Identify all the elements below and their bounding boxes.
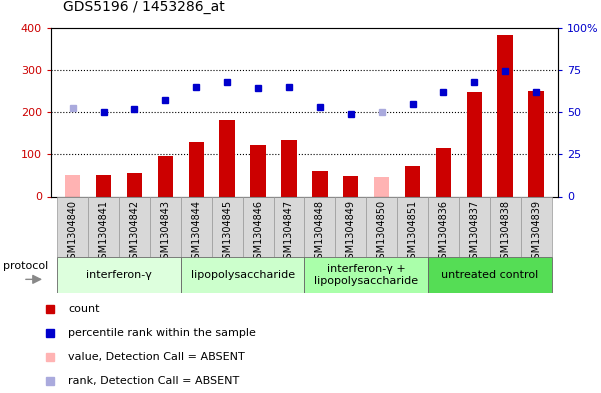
Bar (397, 196, 428, 257)
Bar (157, 156, 173, 196)
Text: GSM1304840: GSM1304840 (68, 200, 78, 264)
Bar (459, 196, 490, 257)
Text: rank, Detection Call = ABSENT: rank, Detection Call = ABSENT (69, 376, 240, 386)
Bar (436, 148, 451, 196)
Text: value, Detection Call = ABSENT: value, Detection Call = ABSENT (69, 352, 245, 362)
Bar (428, 196, 459, 257)
Bar (281, 140, 297, 196)
Bar (305, 257, 428, 293)
Text: lipopolysaccharide: lipopolysaccharide (191, 270, 294, 280)
Bar (374, 178, 389, 196)
Text: GSM1304851: GSM1304851 (407, 200, 418, 264)
Bar (343, 176, 358, 196)
Bar (189, 141, 204, 196)
Text: GSM1304841: GSM1304841 (99, 200, 109, 264)
Bar (212, 196, 243, 257)
Text: GDS5196 / 1453286_at: GDS5196 / 1453286_at (63, 0, 225, 14)
Text: GSM1304845: GSM1304845 (222, 200, 232, 264)
Bar (219, 121, 235, 196)
Bar (498, 35, 513, 197)
Text: GSM1304846: GSM1304846 (253, 200, 263, 264)
Bar (466, 92, 482, 196)
Bar (490, 196, 520, 257)
Bar (528, 91, 544, 196)
Text: GSM1304838: GSM1304838 (500, 200, 510, 264)
Text: GSM1304848: GSM1304848 (315, 200, 325, 264)
Bar (251, 145, 266, 196)
Text: GSM1304844: GSM1304844 (191, 200, 201, 264)
Text: percentile rank within the sample: percentile rank within the sample (69, 328, 256, 338)
Text: GSM1304839: GSM1304839 (531, 200, 541, 264)
Bar (273, 196, 305, 257)
Bar (428, 257, 552, 293)
Text: interferon-γ: interferon-γ (86, 270, 152, 280)
Bar (57, 257, 181, 293)
Text: protocol: protocol (2, 261, 48, 271)
Bar (127, 173, 142, 196)
Text: GSM1304837: GSM1304837 (469, 200, 480, 264)
Text: GSM1304847: GSM1304847 (284, 200, 294, 264)
Bar (119, 196, 150, 257)
Bar (520, 196, 552, 257)
Bar (312, 171, 328, 196)
Bar (150, 196, 181, 257)
Bar (96, 174, 111, 196)
Bar (243, 196, 273, 257)
Text: untreated control: untreated control (441, 270, 538, 280)
Bar (305, 196, 335, 257)
Text: GSM1304849: GSM1304849 (346, 200, 356, 264)
Text: GSM1304842: GSM1304842 (129, 200, 139, 264)
Bar (181, 196, 212, 257)
Bar (335, 196, 366, 257)
Text: GSM1304850: GSM1304850 (377, 200, 386, 264)
Text: interferon-γ +
lipopolysaccharide: interferon-γ + lipopolysaccharide (314, 264, 418, 286)
Bar (65, 175, 81, 196)
Bar (88, 196, 119, 257)
Text: GSM1304836: GSM1304836 (438, 200, 448, 264)
Text: GSM1304843: GSM1304843 (160, 200, 171, 264)
Bar (405, 166, 420, 196)
Bar (181, 257, 305, 293)
Bar (57, 196, 88, 257)
Bar (366, 196, 397, 257)
Text: count: count (69, 304, 100, 314)
